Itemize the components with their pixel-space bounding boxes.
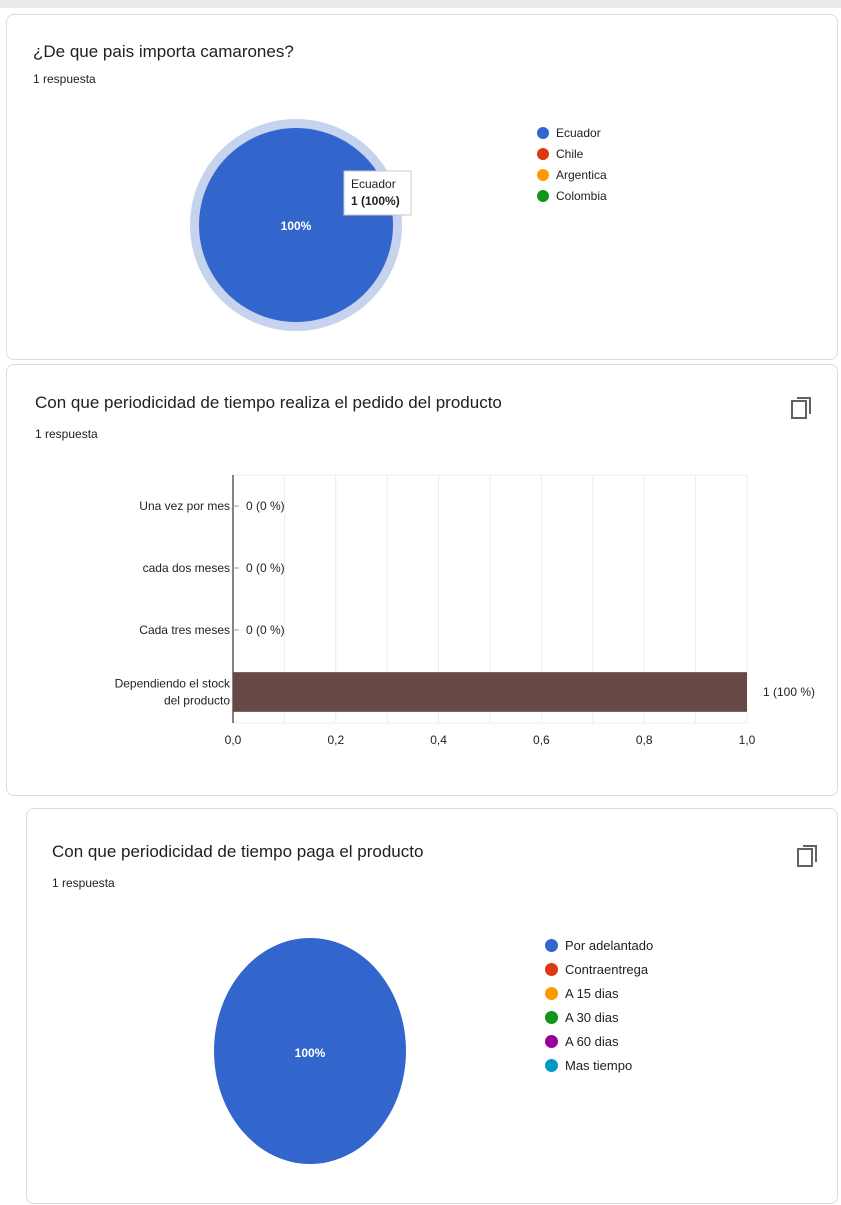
pie-slice-label: 100% bbox=[281, 219, 312, 233]
x-tick-label: 0,4 bbox=[430, 733, 447, 747]
category-label: Dependiendo el stock del producto bbox=[115, 677, 231, 708]
legend-label: A 15 dias bbox=[565, 985, 619, 1001]
question-title: Con que periodicidad de tiempo realiza e… bbox=[35, 393, 502, 412]
question-card-order-frequency: Con que periodicidad de tiempo realiza e… bbox=[6, 364, 838, 796]
legend-item[interactable]: Mas tiempo bbox=[545, 1053, 653, 1077]
pie-chart-country[interactable]: 100% Ecuador 1 (100%) bbox=[7, 15, 839, 361]
response-count: 1 respuesta bbox=[35, 427, 98, 441]
top-strip bbox=[0, 0, 841, 8]
legend-label: Argentica bbox=[556, 167, 607, 182]
legend-item[interactable]: A 30 dias bbox=[545, 1005, 653, 1029]
legend-label: Colombia bbox=[556, 188, 607, 203]
legend-item[interactable]: Chile bbox=[537, 143, 607, 164]
data-label: 0 (0 %) bbox=[246, 499, 285, 513]
x-tick-label: 0,0 bbox=[225, 733, 242, 747]
legend-item[interactable]: A 15 dias bbox=[545, 981, 653, 1005]
pie-chart-payment[interactable]: 100% bbox=[27, 809, 839, 1205]
copy-icon[interactable] bbox=[795, 843, 821, 871]
pie-tooltip: Ecuador 1 (100%) bbox=[343, 170, 412, 216]
question-card-payment-frequency: Con que periodicidad de tiempo paga el p… bbox=[26, 808, 838, 1204]
legend-label: A 30 dias bbox=[565, 1009, 619, 1025]
category-label: Cada tres meses bbox=[139, 623, 230, 637]
question-title: Con que periodicidad de tiempo paga el p… bbox=[52, 842, 424, 861]
data-label: 1 (100 %) bbox=[763, 685, 815, 699]
bar-chart-order-frequency: Una vez por mes 0 (0 %) cada dos meses 0 (0… bbox=[115, 474, 815, 747]
pie-slice-por-adelantado[interactable] bbox=[214, 938, 406, 1164]
legend-label: Por adelantado bbox=[565, 937, 654, 953]
pie-legend-payment: Por adelantado Contraentrega A 15 dias A 30… bbox=[545, 933, 653, 1077]
response-count: 1 respuesta bbox=[52, 876, 115, 890]
legend-label: A 60 dias bbox=[565, 1033, 619, 1049]
legend-item[interactable]: Argentica bbox=[537, 164, 607, 185]
data-label: 0 (0 %) bbox=[246, 561, 285, 575]
legend-color-swatch bbox=[545, 962, 558, 976]
legend-color-swatch bbox=[545, 938, 558, 952]
legend-item[interactable]: Ecuador bbox=[537, 122, 607, 143]
legend-color-swatch bbox=[537, 168, 549, 181]
legend-label: Ecuador bbox=[556, 125, 601, 140]
x-tick-label: 0,6 bbox=[533, 733, 550, 747]
legend-color-swatch bbox=[545, 1058, 558, 1072]
legend-item[interactable]: Por adelantado bbox=[545, 933, 653, 957]
legend-item[interactable]: Contraentrega bbox=[545, 957, 653, 981]
legend-color-swatch bbox=[537, 126, 549, 139]
question-title: ¿De que pais importa camarones? bbox=[33, 42, 294, 61]
legend-label: Chile bbox=[556, 146, 584, 161]
tooltip-label: Ecuador bbox=[351, 177, 396, 191]
legend-item[interactable]: Colombia bbox=[537, 185, 607, 206]
pie-slice-label: 100% bbox=[295, 1046, 326, 1060]
legend-item[interactable]: A 60 dias bbox=[545, 1029, 653, 1053]
category-label: Una vez por mes bbox=[139, 499, 230, 513]
legend-label: Mas tiempo bbox=[565, 1057, 633, 1073]
legend-color-swatch bbox=[545, 986, 558, 1000]
response-count: 1 respuesta bbox=[33, 72, 96, 86]
x-tick-label: 0,8 bbox=[636, 733, 653, 747]
category-label: cada dos meses bbox=[143, 561, 230, 575]
pie-legend-country: Ecuador Chile Argentica Colombia bbox=[537, 122, 607, 206]
legend-color-swatch bbox=[537, 147, 549, 160]
question-card-country: ¿De que pais importa camarones? 1 respue… bbox=[6, 14, 838, 360]
legend-color-swatch bbox=[545, 1034, 558, 1048]
tooltip-value: 1 (100%) bbox=[351, 194, 400, 208]
x-tick-label: 0,2 bbox=[327, 733, 344, 747]
copy-icon[interactable] bbox=[789, 395, 815, 423]
legend-color-swatch bbox=[545, 1010, 558, 1024]
legend-label: Contraentrega bbox=[565, 961, 649, 977]
x-tick-label: 1,0 bbox=[739, 733, 756, 747]
legend-color-swatch bbox=[537, 189, 549, 202]
bar[interactable] bbox=[233, 672, 747, 712]
data-label: 0 (0 %) bbox=[246, 623, 285, 637]
